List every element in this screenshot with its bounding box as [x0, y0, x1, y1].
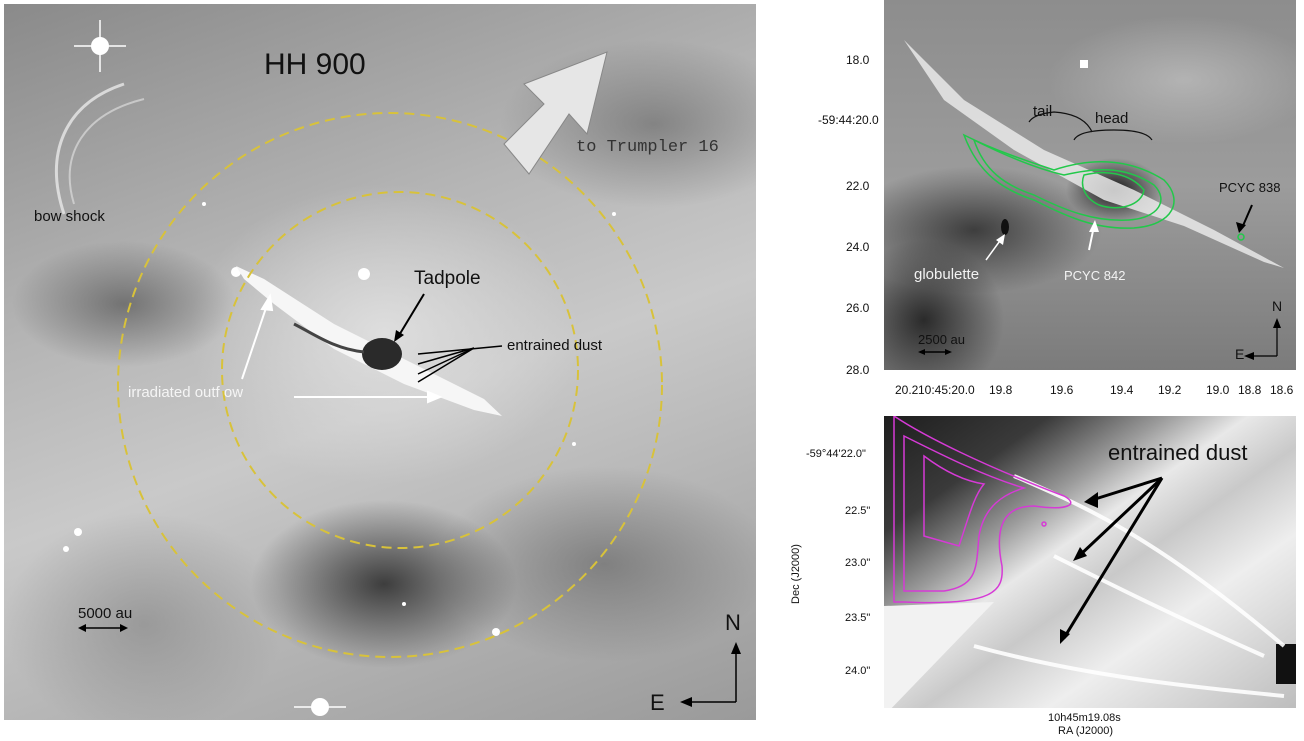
- br-y-tick: 23.5": [845, 612, 871, 624]
- bow-shock-arc: [55, 82, 125, 215]
- scale-label: 5000 au: [78, 605, 133, 622]
- top-right-panel: tail head PCYC 838 PCYC 842 globulette 2…: [880, 0, 1300, 372]
- irradiated-outflow-jet: [236, 266, 502, 416]
- jet: [904, 40, 1284, 268]
- star: [612, 212, 616, 216]
- br-y-tick: 22.5": [845, 505, 871, 517]
- bow-shock-label: bow shock: [34, 208, 105, 225]
- irradiated-outflow-label: irradiated outf ow: [128, 384, 244, 401]
- compass-east: E: [650, 690, 665, 715]
- star: [572, 442, 576, 446]
- tr-y-tick: -59:44:20.0: [818, 113, 879, 127]
- globulette-label: globulette: [914, 266, 980, 283]
- star: [74, 528, 82, 536]
- tr-x-tick: 18.8: [1238, 383, 1262, 397]
- tadpole-head: [362, 338, 402, 370]
- trumpler-label: to Trumpler 16: [576, 138, 719, 157]
- tr-y-tick: 24.0: [846, 240, 870, 254]
- direction-arrow: [503, 51, 608, 175]
- br-arrows: [1062, 476, 1164, 639]
- star: [202, 202, 206, 206]
- tr-y-tick: 26.0: [846, 301, 870, 315]
- green-contours: [962, 133, 1245, 241]
- tr-x-tick: 10:45:20.0: [918, 383, 975, 397]
- tr-y-tick: 18.0: [846, 53, 870, 67]
- main-image-panel: HH 900 to Trumpler 16 bow shock Tadpole …: [4, 4, 756, 720]
- tr-x-tick: 19.2: [1158, 383, 1182, 397]
- br-entrained-dust-label: entrained dust: [1108, 440, 1248, 465]
- tr-x-tick: 19.4: [1110, 383, 1134, 397]
- magenta-contours: [893, 416, 1072, 604]
- tr-x-tick: 19.0: [1206, 383, 1230, 397]
- star: [492, 628, 500, 636]
- br-x-tick: 10h45m19.08s: [1048, 712, 1121, 724]
- hh900-title: HH 900: [264, 48, 366, 81]
- bottom-right-image: entrained dust: [884, 416, 1296, 708]
- pcyc842-label: PCYC 842: [1064, 268, 1126, 283]
- br-ylabel: Dec (J2000): [789, 544, 802, 604]
- main-overlay: [55, 20, 741, 716]
- tr-compass-north: N: [1272, 298, 1283, 314]
- tadpole-tail: [293, 322, 365, 354]
- compass-north: N: [725, 610, 741, 635]
- bottom-right-panel: entrained dust: [880, 412, 1300, 741]
- inner-dashed-circle: [221, 191, 579, 549]
- outflow-arrows: [241, 293, 443, 404]
- bottom-right-overlay: [884, 416, 1296, 708]
- entrained-dust-arrows: [417, 345, 503, 383]
- br-y-tick: -59°44'22.0": [806, 448, 866, 460]
- tr-x-tick: 18.6: [1270, 383, 1294, 397]
- tr-y-tick: 22.0: [846, 179, 870, 193]
- star: [63, 546, 69, 552]
- tr-x-tick: 19.8: [989, 383, 1013, 397]
- tr-x-tick: 20.2: [895, 383, 919, 397]
- tadpole-label: Tadpole: [414, 268, 481, 289]
- star: [358, 268, 370, 280]
- top-right-overlay: [904, 40, 1284, 360]
- tr-x-tick: 19.6: [1050, 383, 1074, 397]
- star: [402, 602, 406, 606]
- head-bracket: [1073, 129, 1153, 141]
- globulette-blob: [1001, 219, 1009, 235]
- head-label: head: [1095, 110, 1129, 127]
- br-y-tick: 24.0": [845, 665, 871, 677]
- outer-dashed-circle: [117, 112, 663, 658]
- br-xlabel: RA (J2000): [1058, 725, 1114, 737]
- tail-label: tail: [1033, 103, 1053, 120]
- pcyc838-label: PCYC 838: [1219, 180, 1281, 195]
- tail-bracket: [1028, 111, 1093, 133]
- br-y-tick: 23.0": [845, 557, 871, 569]
- tr-scale-label: 2500 au: [918, 332, 965, 347]
- tr-y-tick: 28.0: [846, 363, 870, 377]
- top-right-image: tail head PCYC 838 PCYC 842 globulette 2…: [884, 0, 1296, 370]
- tr-compass-east: E: [1235, 346, 1245, 362]
- entrained-dust-label: entrained dust: [507, 337, 603, 354]
